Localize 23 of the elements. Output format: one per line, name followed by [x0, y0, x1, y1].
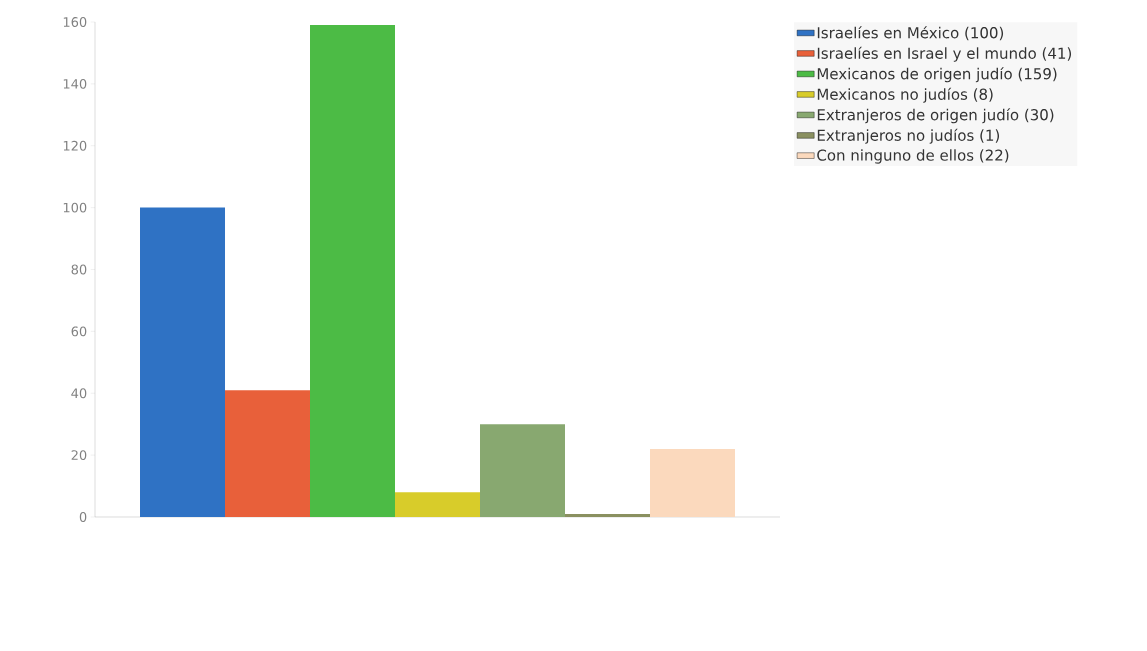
legend-label: Extranjeros de origen judío (30)	[817, 108, 1054, 124]
bar	[225, 390, 311, 517]
bar	[140, 207, 225, 517]
y-tick-label: 0	[79, 512, 87, 522]
y-tick-label: 100	[63, 202, 87, 213]
y-tick-label: 60	[71, 326, 87, 337]
y-tick-label: 40	[71, 388, 87, 399]
y-tick-label: 80	[71, 264, 87, 275]
legend-label: Con ninguno de ellos (22)	[817, 149, 1009, 164]
bar	[395, 492, 481, 517]
y-tick-label: 160	[63, 17, 87, 27]
legend-label: Mexicanos no judíos (8)	[817, 87, 993, 103]
bar	[650, 448, 736, 517]
bar	[310, 25, 396, 517]
legend-label: Israelíes en Israel y el mundo (41)	[817, 46, 1072, 62]
legend-label: Extranjeros no judíos (1)	[817, 128, 1000, 144]
legend-label: Israelíes en México (100)	[817, 26, 1004, 41]
y-tick-label: 20	[71, 450, 87, 461]
legend-label: Mexicanos de origen judío (159)	[817, 67, 1057, 83]
y-tick-label: 140	[63, 78, 87, 89]
bar	[480, 424, 566, 517]
bar	[565, 513, 651, 517]
y-tick-label: 120	[63, 140, 87, 151]
